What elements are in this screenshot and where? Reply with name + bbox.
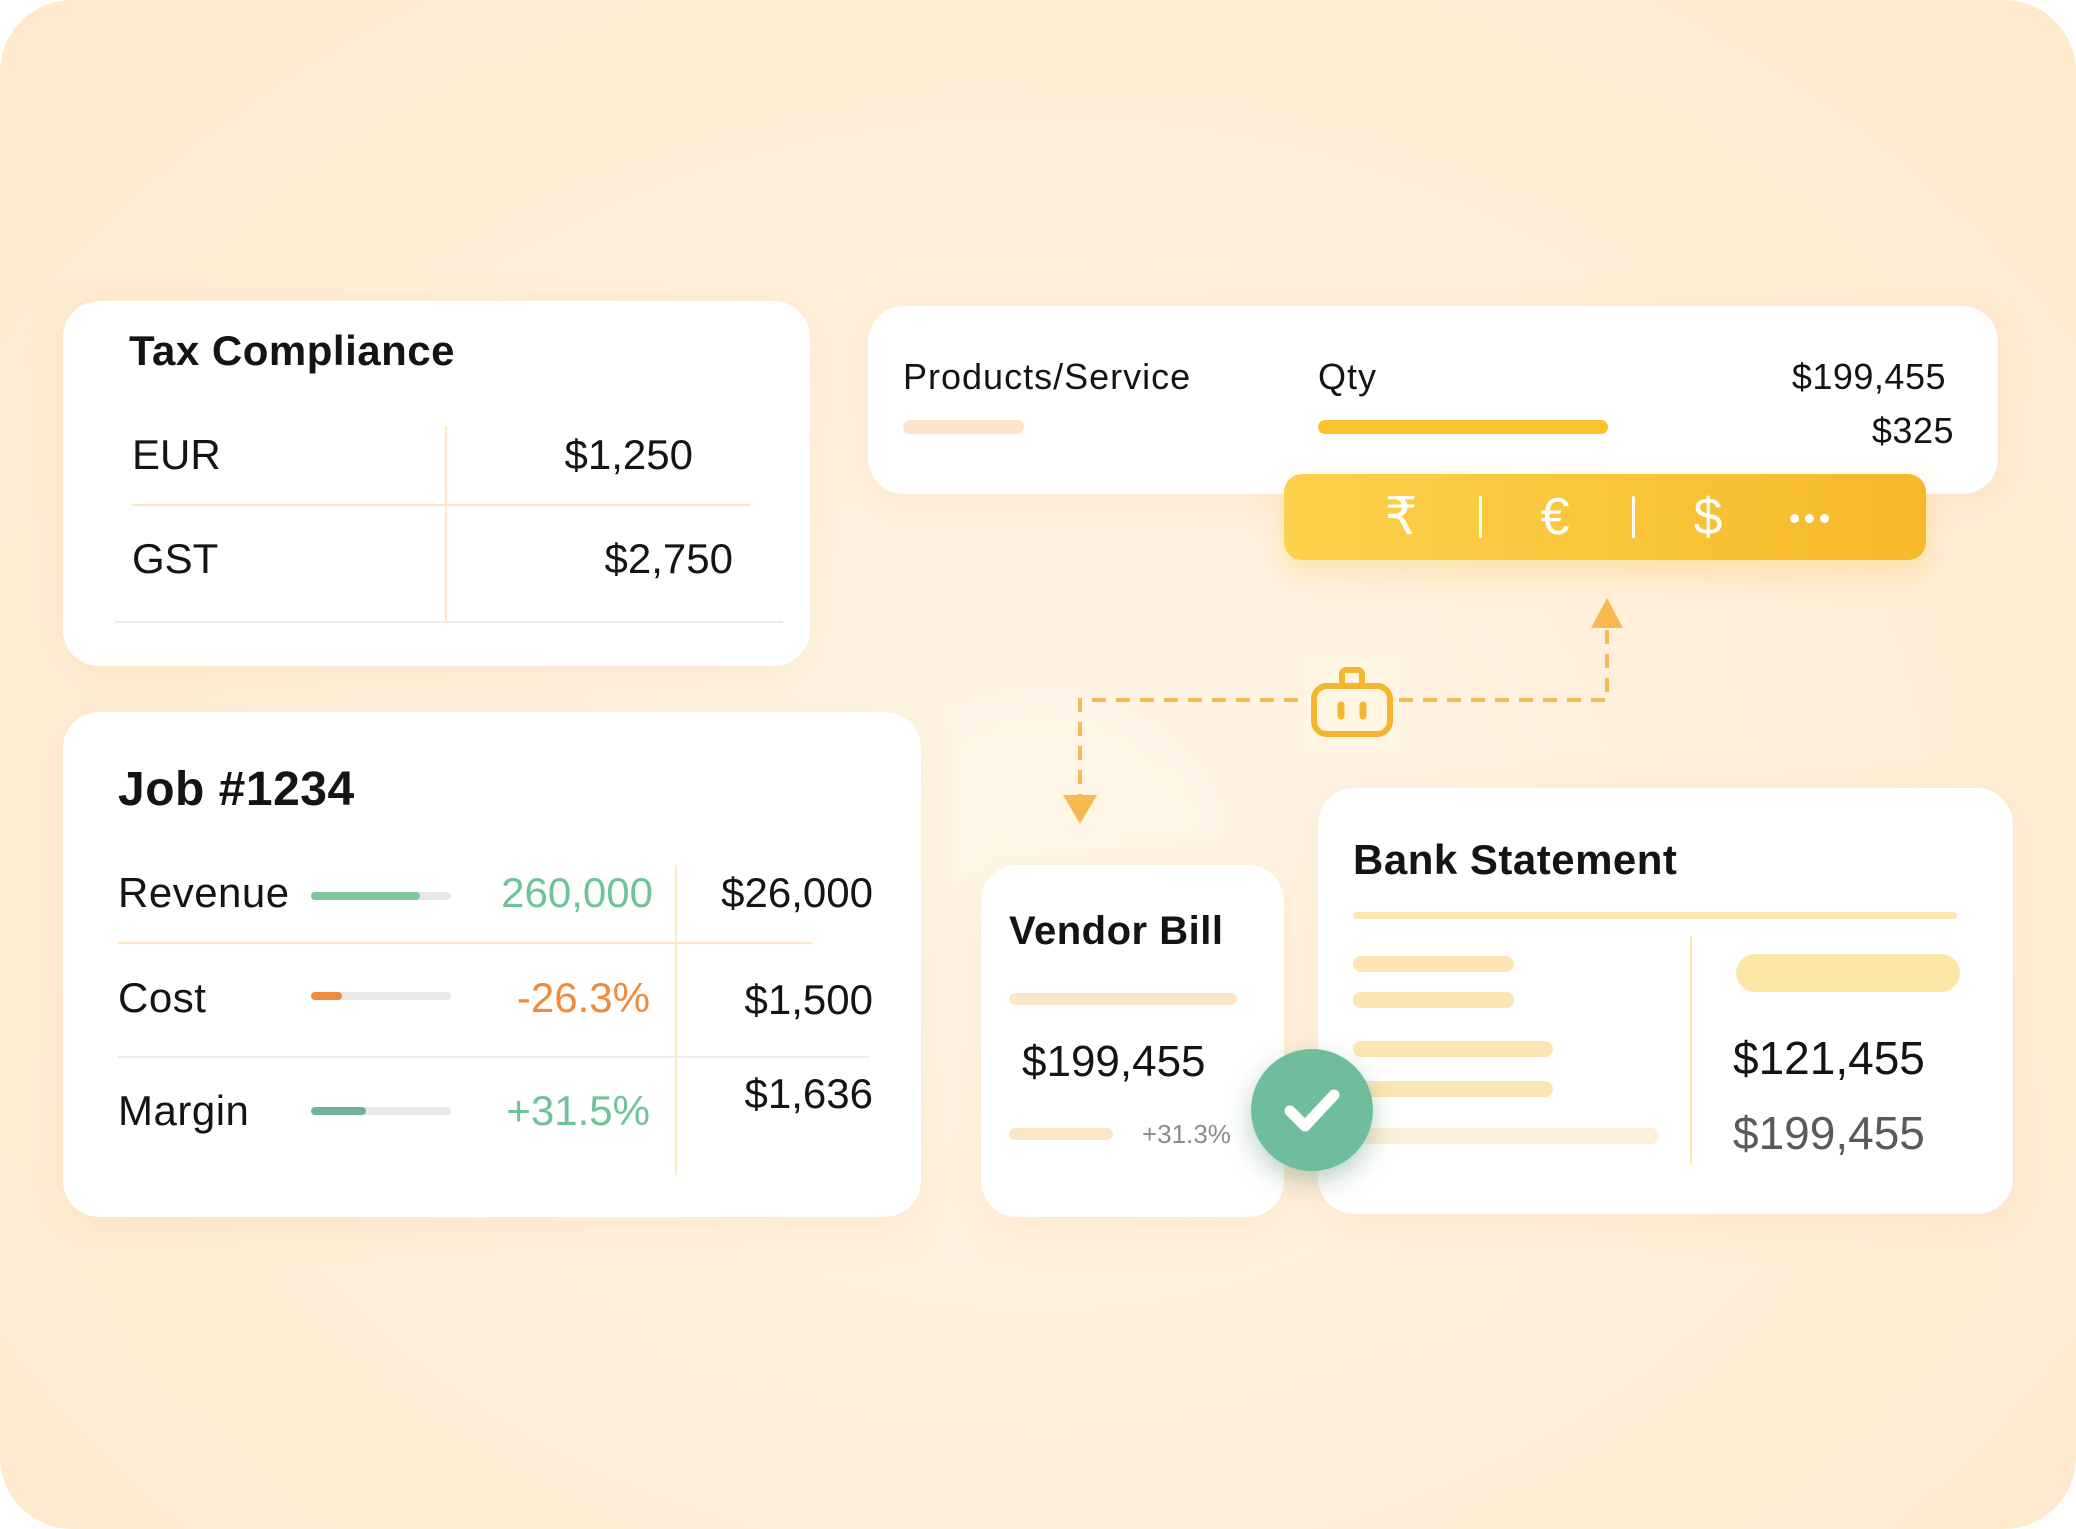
- rupee-button[interactable]: ₹: [1384, 488, 1418, 546]
- job-card: Job #1234 Revenue 260,000 $26,000 Cost -…: [63, 712, 921, 1217]
- row-divider: [132, 504, 750, 506]
- revenue-bar: [311, 892, 451, 900]
- column-divider: [675, 865, 677, 1175]
- products-qty-amount: $325: [1871, 410, 1954, 451]
- column-divider: [1690, 936, 1692, 1164]
- margin-label: Margin: [118, 1087, 250, 1134]
- revenue-label: Revenue: [118, 869, 290, 916]
- vendor-bill-change: +31.3%: [1142, 1119, 1231, 1149]
- dollar-button[interactable]: $: [1693, 488, 1723, 546]
- arrow-up-icon: [1591, 598, 1623, 628]
- bank-statement-title: Bank Statement: [1353, 836, 1678, 883]
- bank-placeholder-bar: [1353, 1081, 1553, 1097]
- cost-bar: [311, 992, 451, 1000]
- tax-row-label: GST: [132, 535, 219, 582]
- bank-placeholder-bar: [1353, 992, 1514, 1008]
- job-title: Job #1234: [118, 763, 355, 816]
- revenue-value: 260,000: [501, 869, 653, 916]
- currency-divider: [1632, 496, 1635, 538]
- row-divider: [118, 942, 812, 944]
- cost-bar-fill: [311, 992, 342, 1000]
- currency-selector[interactable]: ₹ € $: [1284, 474, 1926, 560]
- tax-row-label: EUR: [132, 431, 221, 478]
- tax-compliance-title: Tax Compliance: [129, 327, 455, 374]
- bank-placeholder-bar: [1353, 956, 1514, 972]
- row-divider: [118, 1056, 869, 1058]
- margin-amount: $1,636: [744, 1070, 873, 1117]
- product-placeholder-bar: [903, 420, 1024, 434]
- qty-header: Qty: [1318, 356, 1378, 397]
- currency-divider: [1479, 496, 1482, 538]
- tax-row-amount: $1,250: [564, 431, 693, 478]
- products-service-header: Products/Service: [903, 356, 1192, 397]
- table-bottom-border: [115, 621, 783, 623]
- bank-pill-placeholder: [1736, 954, 1960, 992]
- margin-value: +31.5%: [506, 1087, 650, 1134]
- vendor-bill-amount: $199,455: [1022, 1037, 1206, 1086]
- vendor-placeholder-bar: [1009, 1128, 1113, 1140]
- qty-bar: [1318, 420, 1608, 434]
- more-dots-icon[interactable]: [1790, 514, 1840, 524]
- cost-label: Cost: [118, 974, 207, 1021]
- euro-button[interactable]: €: [1540, 488, 1570, 546]
- cost-value: -26.3%: [516, 974, 650, 1021]
- products-card: Products/Service Qty $199,455 $325: [868, 306, 1998, 494]
- robot-icon: [1305, 656, 1399, 750]
- products-amount: $199,455: [1791, 356, 1946, 397]
- bank-title-underline: [1353, 912, 1957, 919]
- bank-amount: $121,455: [1733, 1032, 1925, 1084]
- vendor-placeholder-bar: [1009, 993, 1237, 1005]
- bank-placeholder-bar: [1353, 1041, 1553, 1057]
- check-icon: [1251, 1049, 1373, 1171]
- revenue-amount: $26,000: [721, 869, 873, 916]
- tax-compliance-card: Tax Compliance EUR $1,250 GST $2,750: [63, 301, 810, 666]
- tax-row-amount: $2,750: [604, 535, 733, 582]
- bank-amount-secondary: $199,455: [1733, 1107, 1925, 1159]
- revenue-bar-fill: [311, 892, 421, 900]
- bank-statement-card: Bank Statement $121,455 $199,455: [1318, 788, 2013, 1214]
- cost-amount: $1,500: [744, 976, 873, 1023]
- vendor-bill-title: Vendor Bill: [1009, 909, 1224, 953]
- arrow-down-icon: [1063, 795, 1097, 824]
- bank-placeholder-bar: [1353, 1128, 1659, 1144]
- margin-bar: [311, 1107, 451, 1115]
- column-divider: [445, 426, 447, 622]
- margin-bar-fill: [311, 1107, 366, 1115]
- vendor-bill-card: Vendor Bill $199,455 +31.3%: [981, 865, 1284, 1217]
